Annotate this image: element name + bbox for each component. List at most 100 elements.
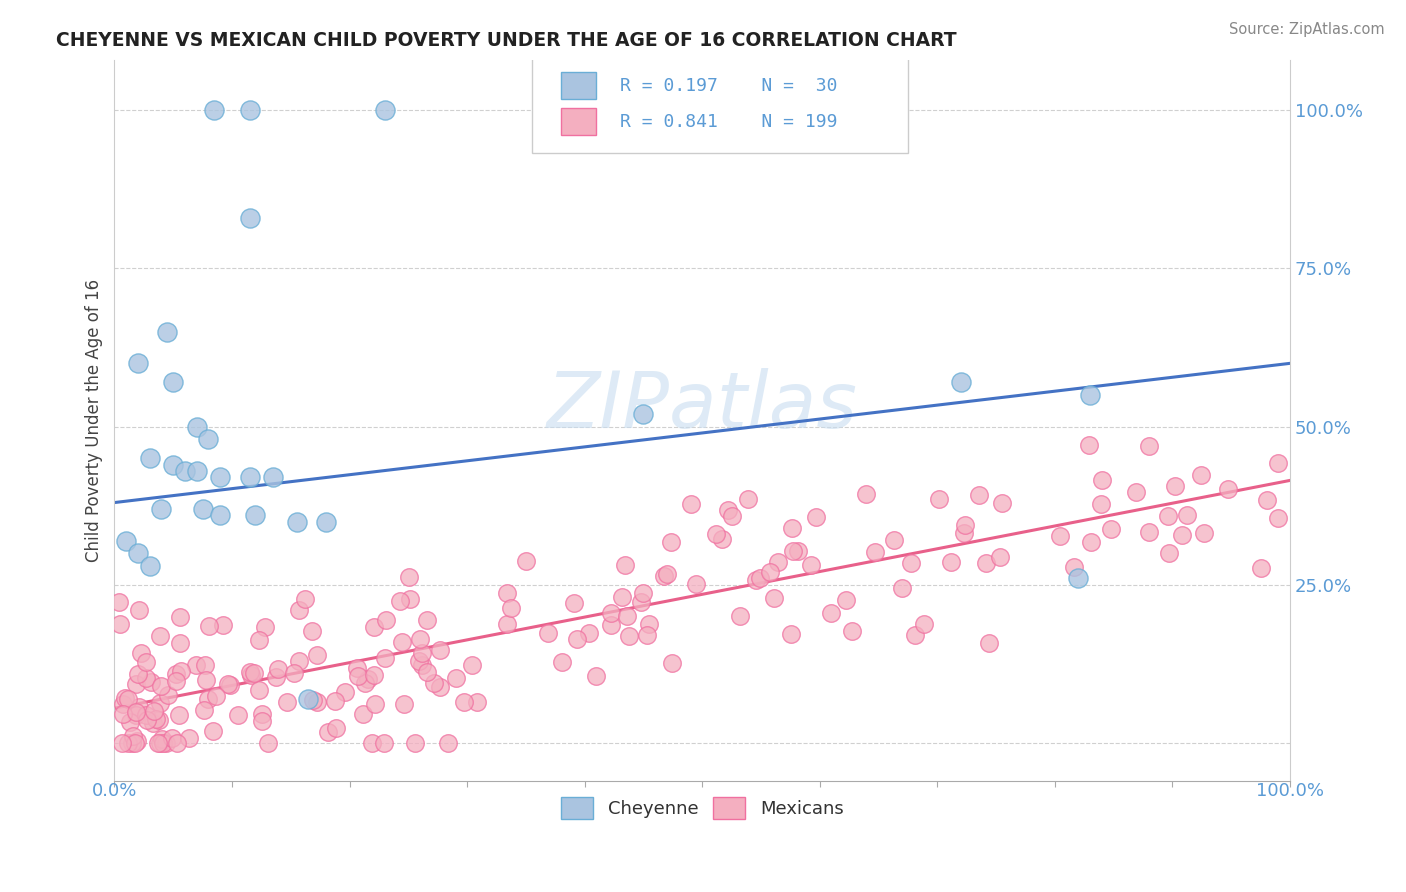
Point: [631, 586, 654, 600]
Point: [162, 458, 184, 472]
Point: [149, 736, 172, 750]
Point: [855, 486, 877, 500]
Point: [562, 596, 585, 610]
Point: [617, 629, 640, 643]
Point: [127, 667, 149, 681]
Point: [302, 692, 325, 706]
Point: [191, 502, 214, 516]
Point: [209, 470, 232, 484]
Point: [394, 697, 416, 711]
Point: [226, 707, 249, 722]
Point: [114, 690, 136, 705]
Point: [247, 682, 270, 697]
Point: [297, 691, 319, 706]
Point: [136, 713, 159, 727]
Point: [125, 708, 148, 723]
Point: [1139, 525, 1161, 540]
Point: [150, 731, 173, 746]
Point: [169, 610, 191, 624]
Point: [499, 600, 522, 615]
Point: [780, 627, 803, 641]
Point: [375, 613, 398, 627]
Point: [283, 665, 305, 680]
Point: [305, 648, 328, 662]
Point: [730, 608, 752, 623]
Point: [1080, 534, 1102, 549]
Point: [495, 586, 517, 600]
Point: [496, 617, 519, 632]
Point: [904, 628, 927, 642]
Point: [883, 533, 905, 547]
Point: [467, 695, 489, 709]
Point: [1157, 509, 1180, 524]
Point: [333, 684, 356, 698]
Point: [315, 515, 337, 529]
Point: [121, 729, 143, 743]
Point: [1250, 561, 1272, 575]
Point: [749, 571, 772, 585]
Point: [762, 591, 785, 605]
Point: [138, 451, 160, 466]
Point: [613, 558, 636, 573]
Point: [288, 603, 311, 617]
Point: [704, 527, 727, 541]
Point: [1175, 508, 1198, 522]
Point: [186, 419, 208, 434]
Point: [515, 554, 537, 568]
Point: [301, 624, 323, 639]
Point: [357, 672, 380, 686]
Point: [257, 736, 280, 750]
Point: [167, 708, 190, 723]
Point: [991, 496, 1014, 510]
Point: [245, 508, 267, 523]
Point: [209, 508, 232, 523]
Point: [195, 673, 218, 687]
Point: [150, 502, 173, 516]
FancyBboxPatch shape: [531, 53, 908, 153]
Point: [347, 669, 370, 683]
Point: [202, 103, 225, 118]
Text: R = 0.841    N = 199: R = 0.841 N = 199: [620, 112, 838, 130]
Point: [408, 654, 430, 668]
Point: [169, 635, 191, 649]
Point: [162, 376, 184, 390]
Point: [953, 518, 976, 533]
Point: [239, 211, 262, 225]
Point: [1171, 528, 1194, 542]
Point: [166, 736, 188, 750]
Point: [979, 636, 1001, 650]
Point: [416, 665, 439, 679]
Point: [1125, 485, 1147, 500]
Point: [758, 565, 780, 579]
Point: [1267, 456, 1289, 470]
Point: [149, 630, 172, 644]
Point: [250, 714, 273, 728]
Point: [1192, 526, 1215, 541]
FancyBboxPatch shape: [561, 108, 596, 136]
FancyBboxPatch shape: [561, 72, 596, 99]
Point: [294, 591, 316, 606]
Text: 100.0%: 100.0%: [1256, 782, 1324, 800]
Point: [219, 678, 242, 692]
Point: [247, 632, 270, 647]
Point: [551, 655, 574, 669]
Point: [240, 668, 263, 682]
Point: [416, 614, 439, 628]
Point: [202, 723, 225, 738]
Point: [139, 674, 162, 689]
Point: [108, 595, 131, 609]
Point: [111, 697, 134, 711]
Point: [170, 664, 193, 678]
Point: [184, 658, 207, 673]
Point: [1137, 439, 1160, 453]
Point: [323, 693, 346, 707]
Point: [633, 407, 655, 421]
Point: [239, 103, 262, 118]
Text: Source: ZipAtlas.com: Source: ZipAtlas.com: [1229, 22, 1385, 37]
Point: [411, 657, 433, 672]
Point: [949, 376, 972, 390]
Point: [254, 620, 277, 634]
Point: [865, 545, 887, 559]
Point: [374, 650, 396, 665]
Point: [363, 620, 385, 634]
